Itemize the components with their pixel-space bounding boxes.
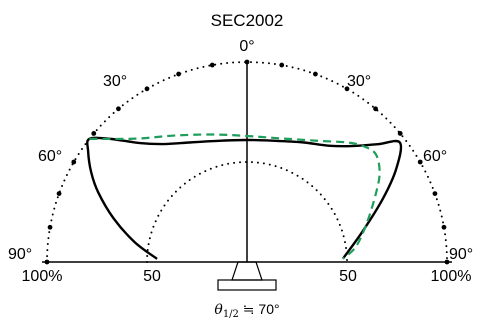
- radial-label-left-50: 50: [143, 268, 161, 285]
- series-line-1: [86, 136, 403, 260]
- angle-label-right-90: 90°: [449, 246, 473, 263]
- grid-circle-100: [46, 61, 448, 263]
- chart-title: SEC2002: [211, 11, 284, 30]
- tick-dot: [144, 86, 150, 92]
- tick-dot: [313, 71, 318, 77]
- radial-label-left-100: 100%: [22, 268, 63, 285]
- tick-dot: [209, 62, 215, 68]
- tick-dot: [432, 191, 438, 197]
- radial-label-right-50: 50: [339, 268, 357, 285]
- tick-dot: [417, 159, 423, 165]
- angle-label-right-60: 60°: [423, 148, 447, 165]
- half-angle-value: ≒ 70°: [239, 301, 280, 317]
- angle-label-0: 0°: [239, 38, 254, 55]
- led-fixture-icon: [217, 261, 277, 291]
- tick-dot: [47, 224, 53, 230]
- tick-dot: [279, 62, 285, 68]
- tick-dot: [373, 106, 378, 112]
- angle-label-right-30: 30°: [347, 73, 371, 90]
- radial-label-right-100: 100%: [431, 268, 472, 285]
- series-group: [86, 133, 403, 260]
- tick-dot: [441, 224, 447, 230]
- tick-dot: [116, 106, 121, 112]
- series-line-2: [89, 133, 381, 260]
- tick-dot: [176, 71, 182, 77]
- tick-dot: [71, 159, 77, 165]
- theta-symbol: θ: [214, 302, 223, 318]
- tick-dot: [91, 131, 97, 136]
- tick-dot: [56, 191, 62, 197]
- tick-dot: [344, 86, 350, 92]
- angle-label-left-90: 90°: [8, 246, 32, 263]
- tick-dot: [397, 131, 403, 136]
- angle-label-left-30: 30°: [103, 73, 127, 90]
- angle-label-left-60: 60°: [38, 148, 62, 165]
- theta-subscript: 1/2: [223, 309, 239, 320]
- half-angle-note: θ1/2 ≒ 70°: [214, 301, 279, 320]
